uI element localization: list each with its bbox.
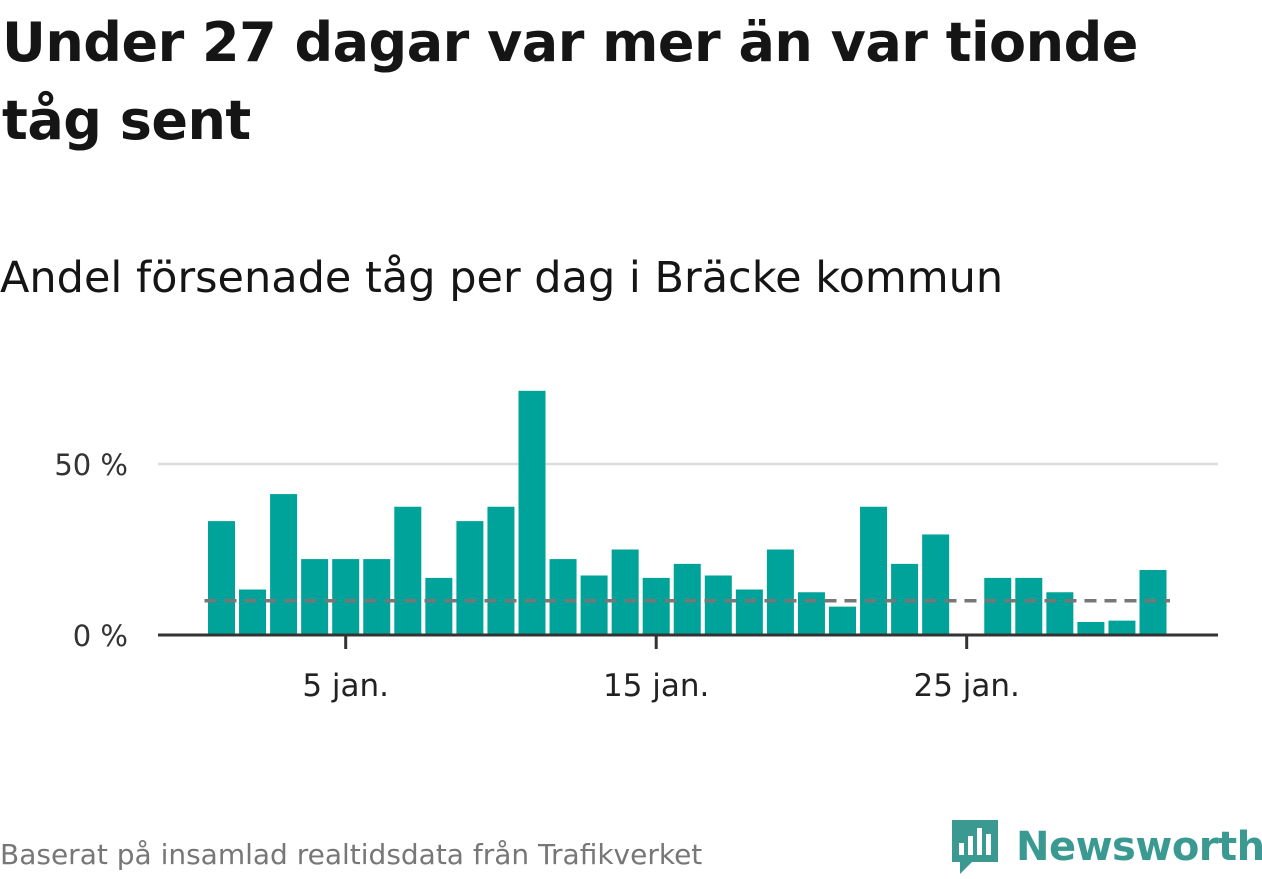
bar: [518, 390, 546, 635]
axes: 0 % 50 % 5 jan. 15 jan. 25 jan.: [54, 448, 1218, 704]
bar: [549, 559, 577, 635]
bar: [766, 549, 794, 635]
bar: [829, 606, 856, 635]
bar: [984, 577, 1012, 635]
y-tick-label: 0 %: [73, 619, 128, 653]
bar-chart: 0 % 50 % 5 jan. 15 jan. 25 jan.: [54, 390, 1218, 704]
bar: [394, 506, 422, 635]
bar: [642, 577, 670, 635]
x-tick-label: 15 jan.: [603, 668, 709, 704]
bar: [301, 559, 329, 635]
bar: [704, 575, 732, 635]
y-tick-label: 50 %: [54, 448, 128, 482]
bar: [270, 494, 298, 635]
x-tick-label: 5 jan.: [302, 668, 389, 704]
bar: [1046, 592, 1074, 635]
source-note: Baserat på insamlad realtidsdata från Tr…: [0, 838, 703, 871]
bar: [363, 559, 391, 635]
bar: [425, 577, 453, 635]
chart-subtitle: Andel försenade tåg per dag i Bräcke kom…: [0, 253, 1004, 303]
bars: [208, 390, 1167, 635]
chart-title: Under 27 dagar var mer än var tionde tåg…: [2, 11, 1138, 152]
bar: [611, 549, 639, 635]
bar: [922, 534, 950, 635]
bar: [456, 521, 484, 635]
bar: [580, 575, 608, 635]
x-tick-label: 25 jan.: [913, 668, 1019, 704]
bar: [1108, 620, 1136, 635]
bar: [208, 521, 235, 635]
bar: [797, 592, 825, 635]
bar: [239, 589, 267, 635]
bar: [860, 506, 888, 635]
bar: [332, 559, 360, 635]
bar: [1015, 577, 1043, 635]
newsworthy-logo-icon: [952, 820, 998, 874]
newsworthy-logo-text: Newsworthy: [1016, 824, 1262, 870]
bar: [487, 506, 515, 635]
newsworthy-logo: Newsworthy: [950, 818, 1262, 876]
bar: [735, 589, 763, 635]
bar: [1077, 622, 1105, 635]
